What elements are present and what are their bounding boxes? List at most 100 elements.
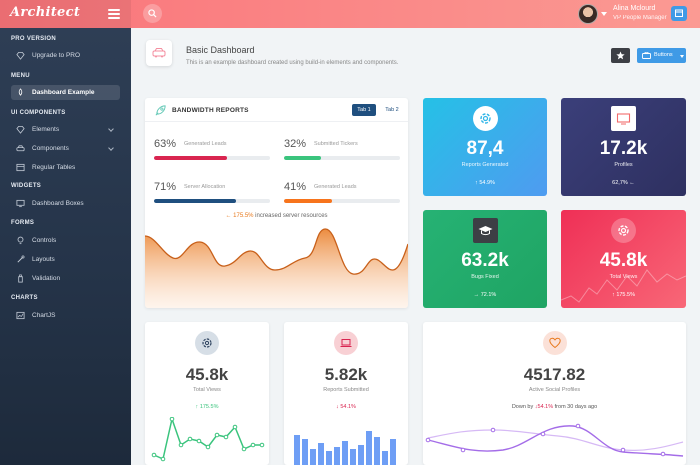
sidebar-heading-forms: FORMS: [11, 220, 35, 226]
metric-generated-leads: 63% Generated Leads: [154, 138, 270, 162]
tile-change-value: 72.1%: [480, 292, 497, 298]
tile-icon-container: [472, 218, 498, 243]
sidebar: PRO VERSION Upgrade to PRO MENU Dashboar…: [0, 28, 131, 465]
hamburger-menu-icon[interactable]: [108, 9, 120, 19]
buttons-dropdown-label: Buttons: [654, 52, 673, 58]
sidebar-item-label: ChartJS: [32, 312, 56, 319]
gear-icon: [479, 113, 491, 124]
tile-label: Bugs Fixed: [471, 274, 499, 280]
sidebar-item-dashboard-boxes[interactable]: Dashboard Boxes: [11, 196, 120, 211]
tile-sparkline: [561, 269, 686, 303]
sidebar-item-label: Upgrade to PRO: [32, 52, 81, 59]
top-header: Architect Alina Mclourd VP People Manage…: [0, 0, 700, 28]
sidebar-item-regular-tables[interactable]: Regular Tables: [11, 160, 120, 175]
sidebar-item-chartjs[interactable]: ChartJS: [11, 308, 120, 323]
app-logo[interactable]: Architect: [10, 5, 81, 20]
metric-percent: 71%: [154, 181, 177, 193]
chevron-down-icon[interactable]: [108, 145, 114, 151]
metric-progress-fill: [154, 199, 237, 203]
metric-server-allocation: 71% Server Allocation: [154, 181, 270, 205]
arrow-down-icon: ↓: [534, 404, 538, 410]
bandwidth-note-value: 175.5%: [233, 213, 254, 219]
chevron-down-icon[interactable]: [108, 126, 114, 132]
tile-change: ↑ 54.9%: [423, 180, 547, 186]
metric-percent: 63%: [154, 138, 177, 150]
user-avatar[interactable]: [578, 4, 598, 24]
tile-value: 87,4: [466, 138, 504, 159]
sidebar-heading-charts: CHARTS: [11, 295, 38, 301]
metric-progress-bar: [284, 199, 400, 203]
sidebar-item-label: Components: [32, 145, 69, 152]
metric-submitted-tickers: 32% Submitted Tickers: [284, 138, 400, 162]
tile-value: 63.2k: [461, 250, 509, 271]
sidebar-item-controls[interactable]: Controls: [11, 233, 120, 248]
card-reports-submitted: 5.82k Reports Submitted ↓ 54.1%: [284, 322, 408, 465]
bandwidth-area-fill: [145, 228, 408, 308]
bottom-card-change-value: 175.5%: [199, 404, 219, 410]
bandwidth-note: ← 175.5% increased server resources: [145, 213, 408, 219]
caret-down-icon: [680, 55, 684, 58]
bottom-card-value: 45.8k: [185, 365, 229, 384]
bottom-card-label: Reports Submitted: [323, 387, 369, 393]
reports-bar-sparkline: [294, 431, 396, 465]
tile-change: ↑ 175.5%: [561, 292, 686, 298]
bottom-card-change: ↑ 175.5%: [145, 404, 269, 410]
monitor-icon: [616, 113, 631, 125]
sidebar-item-components[interactable]: Components: [11, 141, 120, 156]
social-profiles-line-chart: [425, 423, 684, 457]
sidebar-item-label: Regular Tables: [32, 164, 76, 171]
metric-progress-bar: [284, 156, 400, 160]
tile-change: 62,7% ←: [561, 180, 686, 186]
sidebar-item-elements[interactable]: Elements: [11, 122, 120, 137]
tile-total-views: 45.8k Total Views ↑ 175.5%: [561, 210, 686, 308]
sidebar-item-validation[interactable]: Validation: [11, 271, 120, 286]
sidebar-item-layouts[interactable]: Layouts: [11, 252, 120, 267]
tile-reports-generated: 87,4 Reports Generated ↑ 54.9%: [423, 98, 547, 196]
bottom-card-label: Active Social Profiles: [528, 387, 581, 393]
metric-percent: 41%: [284, 181, 307, 193]
arrow-left-icon: ←: [225, 213, 234, 219]
rocket-icon: [155, 105, 166, 116]
arrow-right-icon: →: [473, 292, 481, 298]
tab-1[interactable]: Tab 1: [352, 104, 376, 116]
bandwidth-card-header: BANDWIDTH REPORTS Tab 1 Tab 2: [145, 98, 408, 122]
sidebar-item-label: Validation: [32, 275, 61, 282]
diamond-icon: [16, 125, 25, 134]
bottom-card-icon-container: [542, 331, 567, 355]
calendar-icon: [675, 9, 683, 17]
total-views-sparkline: [151, 417, 265, 462]
bottom-card-value: 4517.82: [523, 365, 586, 384]
metric-generated-leads-2: 41% Generated Leads: [284, 181, 400, 205]
search-button[interactable]: [143, 4, 162, 23]
sidebar-heading-pro: PRO VERSION: [11, 36, 56, 42]
pendrive-icon: [18, 274, 23, 283]
metric-progress-fill: [284, 199, 332, 203]
bottom-card-icon-container: [195, 331, 219, 355]
display-icon: [16, 199, 25, 208]
calendar-button[interactable]: [671, 6, 687, 21]
bottom-card-change-suffix: from 30 days ago: [553, 404, 598, 410]
car-icon: [16, 145, 25, 152]
metric-progress-fill: [284, 156, 322, 160]
sidebar-item-label: Dashboard Example: [32, 89, 95, 96]
user-menu-caret-icon[interactable]: [601, 12, 607, 16]
metric-label: Generated Leads: [184, 141, 227, 147]
sidebar-heading-ui-components: UI COMPONENTS: [11, 110, 66, 116]
buttons-dropdown[interactable]: Buttons: [637, 48, 686, 63]
tab-2[interactable]: Tab 2: [385, 107, 399, 113]
bandwidth-reports-card: BANDWIDTH REPORTS Tab 1 Tab 2 63% Genera…: [145, 98, 408, 308]
tile-change: → 72.1%: [423, 292, 547, 298]
eyedropper-icon: [17, 255, 25, 263]
sidebar-item-upgrade[interactable]: Upgrade to PRO: [11, 48, 120, 63]
bandwidth-area-line: [145, 228, 408, 275]
bandwidth-title: BANDWIDTH REPORTS: [172, 107, 249, 114]
arrow-up-icon: ↑: [195, 404, 200, 410]
favorite-button[interactable]: [611, 48, 630, 63]
user-name: Alina Mclourd: [613, 5, 656, 12]
page-subtitle: This is an example dashboard created usi…: [186, 60, 399, 66]
bottom-card-change: ↓ 54.1%: [284, 404, 408, 410]
metric-progress-bar: [154, 156, 270, 160]
arrow-up-icon: ↑: [612, 292, 617, 298]
sidebar-item-dashboard-example[interactable]: Dashboard Example: [11, 85, 120, 100]
tile-label: Reports Generated: [461, 162, 509, 168]
